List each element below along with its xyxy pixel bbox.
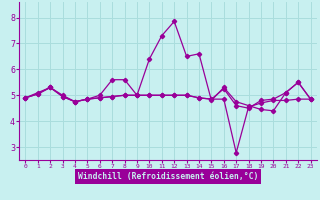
- X-axis label: Windchill (Refroidissement éolien,°C): Windchill (Refroidissement éolien,°C): [78, 172, 258, 181]
